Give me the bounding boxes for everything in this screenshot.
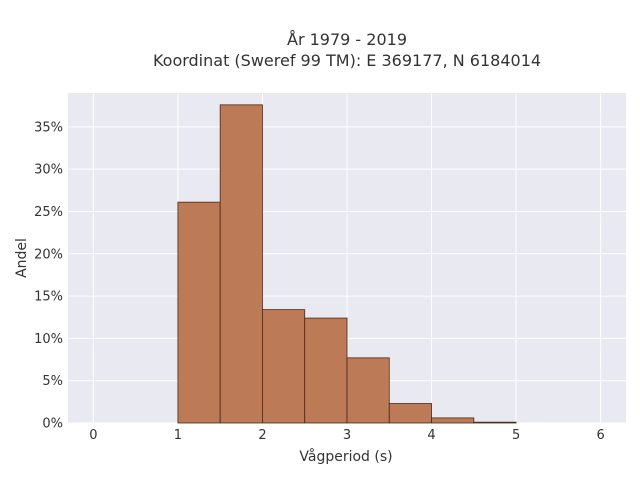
- histogram-bar: [473, 421, 517, 424]
- histogram-bar: [262, 309, 306, 424]
- x-tick-label: 0: [89, 428, 97, 443]
- bars: [177, 104, 517, 424]
- y-tick-label: 5%: [42, 374, 63, 389]
- y-tick-label: 0%: [42, 417, 63, 432]
- y-tick-label: 15%: [34, 290, 63, 305]
- y-axis-label: Andel: [14, 238, 30, 278]
- y-tick-label: 10%: [34, 332, 63, 347]
- chart-title-line2: Koordinat (Sweref 99 TM): E 369177, N 61…: [153, 51, 541, 70]
- chart-title-line1: År 1979 - 2019: [287, 30, 407, 49]
- histogram-bar: [177, 201, 221, 424]
- histogram-bar: [431, 417, 475, 424]
- y-axis-ticks: 0% 5% 10% 15% 20% 25% 30% 35%: [34, 120, 63, 431]
- x-tick-label: 3: [343, 428, 351, 443]
- y-tick-label: 30%: [34, 163, 63, 178]
- histogram-bar: [346, 357, 390, 424]
- x-tick-label: 6: [596, 428, 604, 443]
- x-axis-ticks: 0 1 2 3 4 5 6: [89, 428, 605, 443]
- x-tick-label: 2: [258, 428, 266, 443]
- x-axis-label: Vågperiod (s): [299, 448, 392, 465]
- y-tick-label: 20%: [34, 247, 63, 262]
- y-tick-label: 35%: [34, 120, 63, 135]
- histogram-bar: [304, 317, 348, 424]
- histogram-bar: [219, 104, 263, 424]
- x-tick-label: 4: [427, 428, 435, 443]
- y-tick-label: 25%: [34, 205, 63, 220]
- histogram-bar: [388, 403, 432, 424]
- x-tick-label: 5: [512, 428, 520, 443]
- x-tick-label: 1: [174, 428, 182, 443]
